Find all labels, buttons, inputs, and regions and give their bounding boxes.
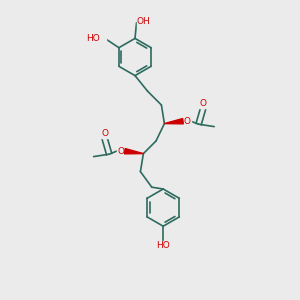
Bar	[136, 16, 147, 27]
Bar	[200, 100, 207, 108]
Text: O: O	[200, 99, 207, 108]
Bar	[184, 117, 191, 125]
Polygon shape	[124, 148, 143, 154]
Bar	[158, 241, 169, 249]
Bar	[117, 147, 124, 155]
Text: HO: HO	[86, 34, 100, 43]
Bar	[101, 130, 108, 138]
Text: OH: OH	[136, 17, 150, 26]
Text: O: O	[117, 147, 124, 156]
Bar	[95, 33, 106, 44]
Polygon shape	[164, 118, 183, 124]
Text: O: O	[101, 129, 108, 138]
Text: O: O	[184, 117, 191, 126]
Text: HO: HO	[156, 241, 170, 250]
